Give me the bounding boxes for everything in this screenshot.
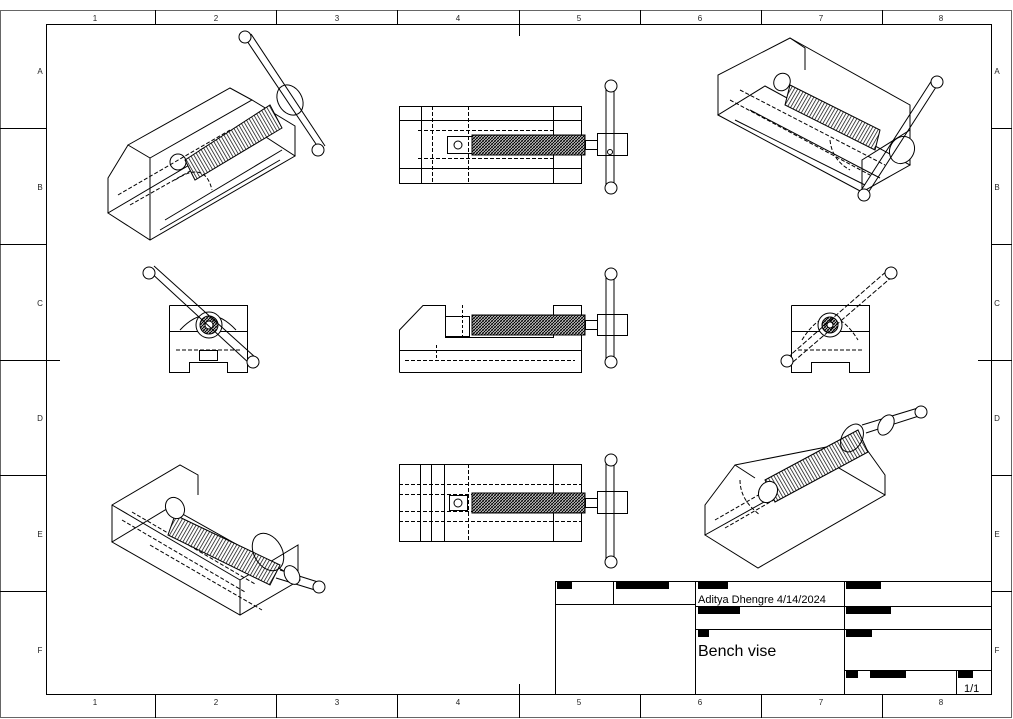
right-side-view [781, 267, 897, 373]
row-label: A [37, 67, 43, 76]
isometric-view-top-left [108, 31, 325, 240]
column-label: 6 [698, 698, 703, 707]
author-date: Aditya Dhengre 4/14/2024 [698, 594, 826, 606]
top-view [399, 80, 628, 194]
column-label: 6 [698, 14, 703, 23]
title-block: Aditya Dhengre 4/14/2024 Bench vise 1/1 [555, 581, 992, 695]
row-label: C [994, 299, 1000, 308]
column-label: 3 [335, 698, 340, 707]
row-label: C [37, 299, 43, 308]
column-label: 7 [819, 698, 824, 707]
column-label: 1 [93, 698, 98, 707]
bottom-view [399, 454, 628, 568]
column-label: 4 [456, 698, 461, 707]
row-label: F [38, 646, 43, 655]
row-label: E [37, 530, 42, 539]
column-labels-top: 1 2 3 4 5 6 7 8 [93, 14, 944, 23]
column-label: 8 [939, 14, 944, 23]
sheet-number: 1/1 [964, 683, 979, 695]
column-labels-bottom: 1 2 3 4 5 6 7 8 [93, 698, 944, 707]
left-side-view [143, 266, 259, 373]
isometric-view-bottom-right [705, 406, 927, 568]
front-view [399, 268, 628, 373]
zone-ticks [0, 10, 1012, 718]
column-label: 2 [214, 14, 219, 23]
column-label: 3 [335, 14, 340, 23]
row-label: D [994, 414, 1000, 423]
column-label: 4 [456, 14, 461, 23]
column-label: 2 [214, 698, 219, 707]
isometric-view-bottom-left [112, 465, 325, 615]
column-label: 1 [93, 14, 98, 23]
drawing-title: Bench vise [698, 643, 776, 660]
row-label: B [994, 183, 999, 192]
row-label: D [37, 414, 43, 423]
column-label: 7 [819, 14, 824, 23]
row-labels-right: A B C D E F [994, 67, 1000, 655]
row-label: B [37, 183, 42, 192]
redacted-fields [557, 582, 973, 678]
row-label: F [995, 646, 1000, 655]
row-labels-left: A B C D E F [37, 67, 43, 655]
column-label: 5 [577, 14, 582, 23]
isometric-view-top-right [718, 38, 943, 201]
row-label: E [994, 530, 999, 539]
row-label: A [994, 67, 1000, 76]
column-label: 8 [939, 698, 944, 707]
column-label: 5 [577, 698, 582, 707]
